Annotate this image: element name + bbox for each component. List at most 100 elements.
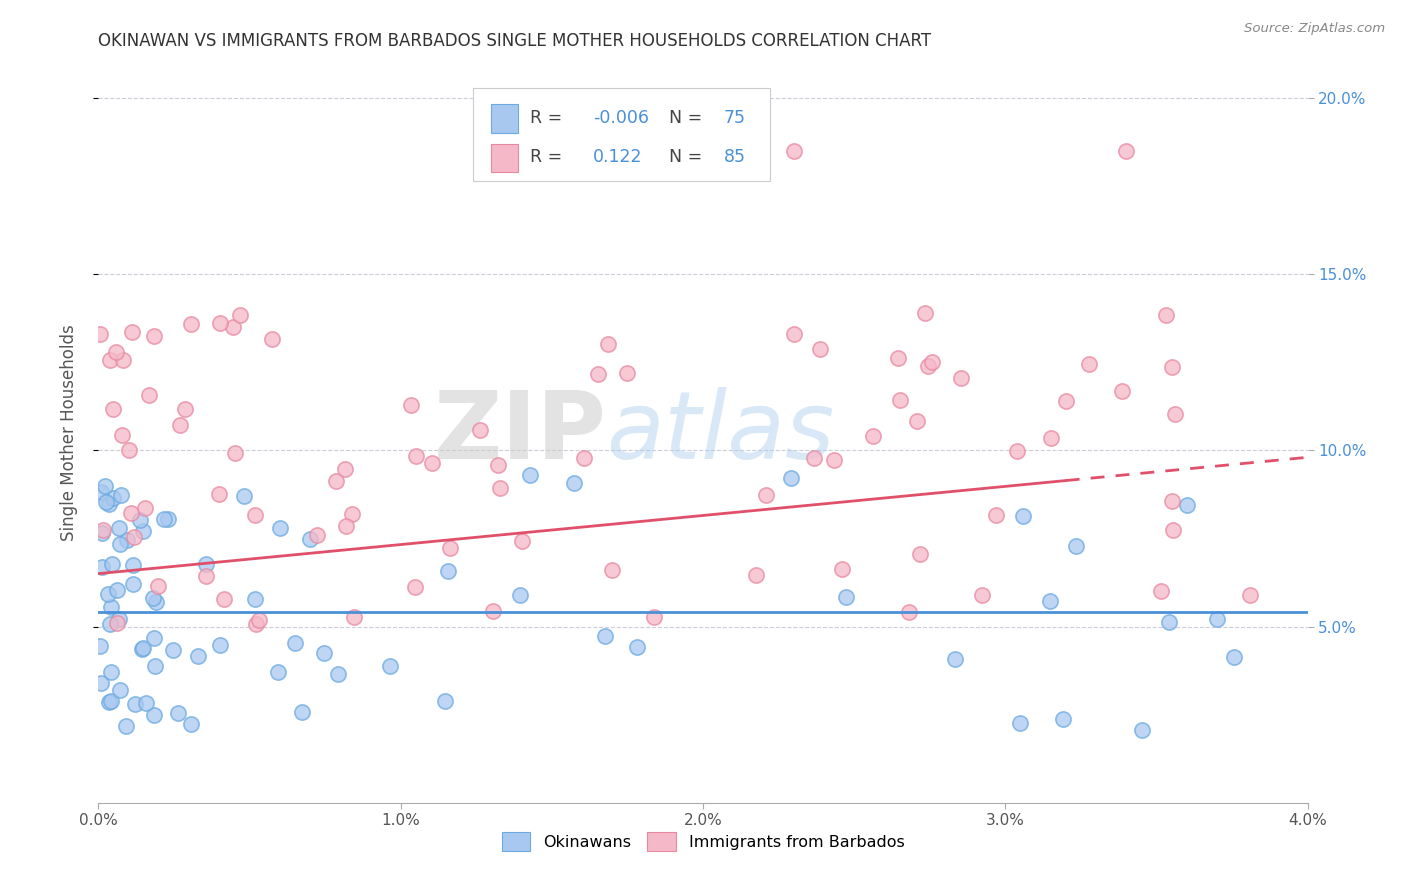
Point	[1039, 594, 1062, 608]
Point	[105, 582, 128, 597]
Point	[519, 468, 541, 483]
Point	[921, 355, 943, 369]
Point	[180, 717, 202, 731]
Point	[887, 351, 910, 365]
Text: R =: R =	[530, 109, 568, 127]
Point	[343, 609, 366, 624]
Point	[167, 706, 190, 720]
Point	[110, 537, 132, 551]
Point	[208, 316, 231, 330]
Point	[1239, 588, 1261, 602]
Point	[1130, 723, 1153, 738]
Point	[291, 705, 314, 719]
Point	[562, 475, 585, 490]
Point	[105, 345, 128, 359]
Point	[399, 398, 422, 412]
Point	[105, 615, 128, 630]
Point	[404, 581, 426, 595]
Text: 75: 75	[724, 109, 745, 127]
Point	[245, 617, 267, 632]
Point	[1164, 407, 1187, 421]
Point	[1150, 583, 1173, 598]
Point	[180, 317, 202, 331]
Point	[142, 591, 165, 605]
Point	[174, 402, 197, 417]
Text: ZIP: ZIP	[433, 386, 606, 479]
Point	[1040, 431, 1063, 445]
Point	[100, 600, 122, 615]
Text: 85: 85	[724, 148, 745, 166]
Point	[187, 648, 209, 663]
Point	[124, 697, 146, 711]
Point	[312, 646, 335, 660]
Point	[100, 665, 122, 679]
Point	[434, 693, 457, 707]
Point	[112, 353, 135, 368]
Point	[643, 610, 665, 624]
Point	[89, 640, 111, 654]
Point	[110, 488, 132, 502]
Point	[134, 501, 156, 516]
Point	[153, 512, 176, 526]
FancyBboxPatch shape	[492, 104, 517, 133]
Point	[325, 474, 347, 488]
Text: R =: R =	[530, 148, 574, 166]
FancyBboxPatch shape	[492, 144, 517, 172]
Text: OKINAWAN VS IMMIGRANTS FROM BARBADOS SINGLE MOTHER HOUSEHOLDS CORRELATION CHART: OKINAWAN VS IMMIGRANTS FROM BARBADOS SIN…	[98, 32, 932, 50]
Point	[509, 588, 531, 602]
Point	[132, 524, 155, 538]
Point	[783, 327, 806, 342]
Point	[970, 588, 993, 602]
Point	[208, 487, 231, 501]
Point	[108, 612, 131, 626]
Point	[595, 629, 617, 643]
Point	[1205, 612, 1227, 626]
Point	[745, 568, 768, 582]
Point	[1160, 360, 1182, 375]
Point	[142, 631, 165, 645]
Point	[616, 367, 638, 381]
Point	[195, 557, 218, 571]
Point	[405, 449, 427, 463]
Point	[90, 485, 112, 500]
Point	[831, 562, 853, 576]
Point	[823, 453, 845, 467]
Point	[93, 523, 115, 537]
Point	[115, 533, 138, 547]
Point	[90, 676, 112, 690]
Text: N =: N =	[669, 109, 707, 127]
Text: 0.122: 0.122	[593, 148, 643, 166]
Point	[224, 446, 246, 460]
Point	[468, 423, 491, 437]
Point	[1161, 523, 1184, 537]
Point	[110, 428, 132, 442]
Point	[108, 521, 131, 535]
Point	[335, 519, 357, 533]
Point	[232, 489, 254, 503]
Point	[326, 666, 349, 681]
Point	[101, 491, 124, 505]
Point	[914, 306, 936, 320]
Point	[97, 695, 120, 709]
Legend: Okinawans, Immigrants from Barbados: Okinawans, Immigrants from Barbados	[495, 825, 911, 858]
Point	[101, 557, 124, 571]
Y-axis label: Single Mother Households: Single Mother Households	[59, 325, 77, 541]
Point	[124, 530, 146, 544]
Point	[949, 371, 972, 385]
Point	[146, 579, 169, 593]
Point	[305, 528, 328, 542]
Text: -0.006: -0.006	[593, 109, 650, 127]
Point	[378, 658, 401, 673]
Point	[135, 696, 157, 710]
Point	[128, 513, 150, 527]
Point	[439, 541, 461, 555]
Point	[1159, 615, 1181, 629]
Point	[486, 458, 509, 472]
Point	[898, 605, 921, 619]
Point	[131, 642, 153, 657]
Point	[122, 558, 145, 572]
FancyBboxPatch shape	[474, 88, 769, 181]
Point	[889, 393, 911, 408]
Point	[510, 533, 533, 548]
Point	[1223, 650, 1246, 665]
